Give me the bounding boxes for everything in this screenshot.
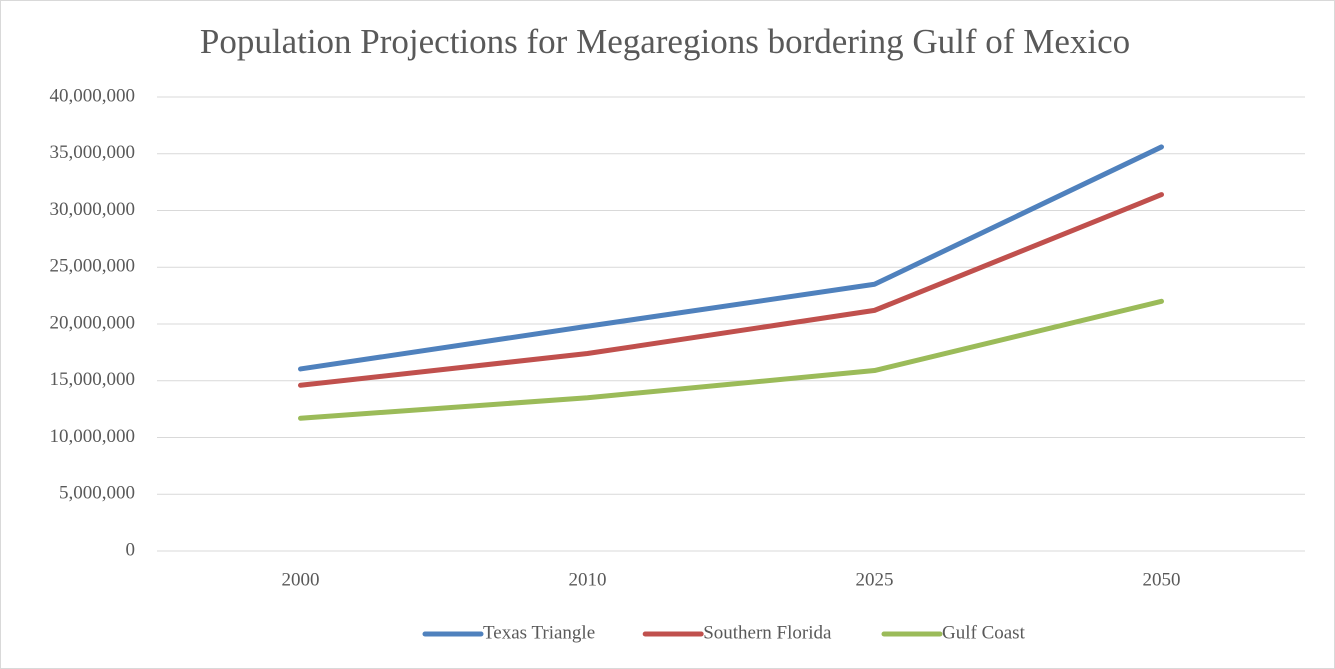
x-tick-label: 2025 [856, 569, 894, 590]
legend-label: Southern Florida [703, 622, 832, 643]
y-tick-label: 5,000,000 [59, 483, 135, 504]
y-tick-label: 35,000,000 [50, 142, 136, 163]
legend-label: Gulf Coast [942, 622, 1026, 643]
y-tick-label: 15,000,000 [50, 369, 136, 390]
y-tick-label: 30,000,000 [50, 199, 136, 220]
x-tick-label: 2000 [282, 569, 320, 590]
series-line [298, 192, 1164, 388]
chart-title: Population Projections for Megaregions b… [200, 22, 1130, 61]
y-tick-label: 20,000,000 [50, 312, 136, 333]
y-tick-label: 0 [126, 539, 136, 560]
series-line [298, 298, 1164, 421]
y-tick-label: 25,000,000 [50, 256, 136, 277]
x-tick-label: 2050 [1143, 569, 1181, 590]
series-line [298, 144, 1164, 372]
x-tick-label: 2010 [569, 569, 607, 590]
y-tick-label: 10,000,000 [50, 426, 136, 447]
legend-label: Texas Triangle [483, 622, 595, 643]
y-tick-label: 40,000,000 [50, 85, 136, 106]
